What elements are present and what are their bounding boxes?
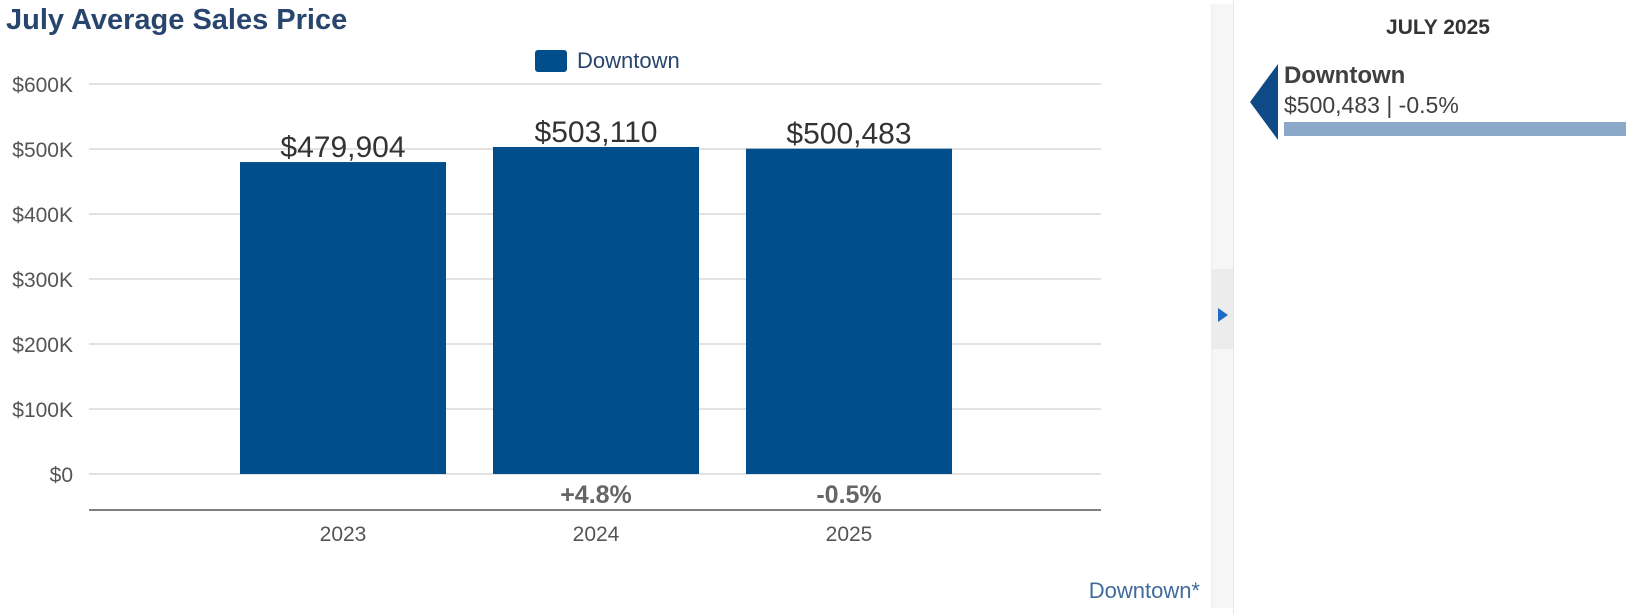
panel-area-name: Downtown	[1284, 62, 1406, 89]
bar	[746, 148, 952, 475]
y-tick-label: $400K	[12, 204, 73, 227]
legend-label: Downtown	[577, 48, 680, 73]
y-tick-label: $600K	[12, 74, 73, 97]
bar-chart: $0 $100K $200K $300K $400K $500K $600K $479,904…	[12, 74, 1101, 546]
bar	[493, 146, 699, 474]
change-label: +4.8%	[560, 481, 632, 509]
bar-value-label: $479,904	[280, 131, 405, 164]
bar-value-label: $500,483	[786, 118, 911, 151]
panel-value-bar	[1284, 122, 1626, 136]
footnote-link[interactable]: Downtown*	[1088, 578, 1200, 603]
panel-divider	[1233, 0, 1234, 614]
x-tick-label: 2023	[320, 523, 367, 546]
y-tick-label: $500K	[12, 139, 73, 162]
y-tick-label: $200K	[12, 334, 73, 357]
y-tick-label: $100K	[12, 399, 73, 422]
expand-arrow-icon[interactable]	[1218, 308, 1228, 322]
bar	[240, 162, 446, 475]
panel-scroller[interactable]	[1211, 4, 1234, 608]
y-tick-label: $300K	[12, 269, 73, 292]
chart-legend[interactable]: Downtown	[535, 48, 680, 74]
change-label: -0.5%	[816, 481, 881, 509]
panel-date: JULY 2025	[1386, 16, 1490, 39]
panel-area-value: $500,483 | -0.5%	[1284, 92, 1459, 118]
x-tick-label: 2024	[573, 523, 620, 546]
bar-value-label: $503,110	[535, 116, 658, 149]
x-tick-label: 2025	[826, 523, 873, 546]
chart-title: July Average Sales Price	[6, 4, 348, 36]
pointer-triangle-icon	[1250, 64, 1278, 140]
y-tick-label: $0	[50, 464, 73, 487]
legend-swatch	[535, 50, 567, 72]
